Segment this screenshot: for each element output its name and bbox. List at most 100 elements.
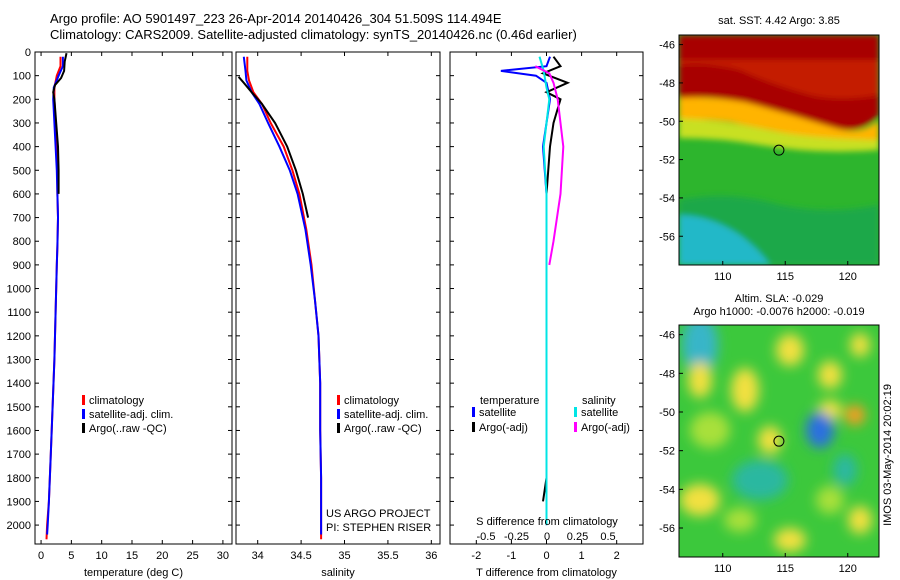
sst-map-ytick-label: -50 bbox=[659, 116, 675, 128]
difference-xtick-label: 1 bbox=[579, 550, 585, 562]
pi-credit: PI: STEPHEN RISER bbox=[326, 522, 431, 534]
salinity-legend-swatch bbox=[337, 395, 340, 405]
difference-legend-label: Argo(-adj) bbox=[479, 422, 528, 434]
profile-title: Argo profile: AO 5901497_223 26-Apr-2014… bbox=[50, 11, 502, 26]
sla-map-ytick-label: -56 bbox=[659, 523, 675, 535]
sla-anomaly-blob bbox=[806, 412, 834, 448]
depth-tick-label: 700 bbox=[13, 213, 31, 225]
depth-tick-label: 400 bbox=[13, 142, 31, 154]
salinity-difference-tick: -0.25 bbox=[504, 531, 529, 543]
salinity-panel: 34 34.5 35 35.5 36 salinity bbox=[235, 51, 441, 579]
difference-legend-label: Argo(-adj) bbox=[581, 422, 630, 434]
temperature-xtick-label: 15 bbox=[126, 550, 138, 562]
salinity-difference-tick: 0.25 bbox=[567, 531, 588, 543]
difference-legend-salinity-title: salinity bbox=[582, 395, 616, 407]
sst-map-profile-marker bbox=[773, 144, 785, 156]
salinity-series-line bbox=[242, 56, 323, 535]
depth-tick-label: 900 bbox=[13, 260, 31, 272]
sla-map-ytick-label: -54 bbox=[659, 484, 675, 496]
depth-tick-label: 100 bbox=[13, 71, 31, 83]
temperature-series-line bbox=[52, 52, 68, 194]
temperature-legend-label: Argo(..raw -QC) bbox=[89, 423, 167, 435]
sst-map-ytick-label: -56 bbox=[659, 231, 675, 243]
difference-panel: -2 -1 0 1 2 T difference from climatology bbox=[449, 51, 644, 579]
sla-anomaly-blob bbox=[774, 528, 806, 552]
depth-tick-label: 1100 bbox=[7, 307, 31, 319]
depth-tick-label: 1600 bbox=[7, 425, 31, 437]
temperature-xlabel: temperature (deg C) bbox=[84, 567, 183, 579]
temperature-xtick-label: 30 bbox=[217, 550, 229, 562]
salinity-series-line bbox=[246, 56, 323, 540]
temperature-legend-swatch bbox=[82, 395, 85, 405]
sla-field-blur bbox=[680, 325, 872, 552]
salinity-xtick-label: 35 bbox=[338, 550, 350, 562]
salinity-difference-tick: -0.5 bbox=[477, 531, 496, 543]
depth-tick-label: 1700 bbox=[7, 449, 31, 461]
sla-map-ytick-label: -50 bbox=[659, 407, 675, 419]
sla-anomaly-blob bbox=[680, 484, 720, 516]
difference-xlabel: T difference from climatology bbox=[476, 567, 617, 579]
sla-map-xtick-label: 120 bbox=[839, 563, 857, 575]
sla-anomaly-blob bbox=[818, 361, 842, 389]
project-credit: US ARGO PROJECT bbox=[326, 508, 431, 520]
salinity-series-line bbox=[237, 76, 310, 218]
temperature-frame bbox=[34, 51, 233, 545]
sla-map-xtick-label: 110 bbox=[714, 563, 732, 575]
sst-map-axes: 110 115 120 -46 -48 -50 -52 -54 -56 bbox=[659, 34, 880, 283]
salinity-xlabel: salinity bbox=[321, 567, 355, 579]
sla-map-title: Altim. SLA: -0.029 bbox=[735, 293, 824, 305]
depth-tick-label: 1800 bbox=[7, 473, 31, 485]
depth-tick-label: 1400 bbox=[7, 378, 31, 390]
temperature-series-line bbox=[45, 56, 62, 540]
difference-series-line bbox=[500, 56, 552, 526]
depth-tick-label: 1300 bbox=[7, 355, 31, 367]
sst-field-blur bbox=[679, 35, 879, 265]
sla-anomaly-blob bbox=[776, 334, 804, 366]
difference-xtick-label: 2 bbox=[614, 550, 620, 562]
depth-tick-label: 1000 bbox=[7, 284, 31, 296]
temperature-legend-label: climatology bbox=[89, 395, 145, 407]
temperature-xtick-label: 10 bbox=[96, 550, 108, 562]
sla-anomaly-blob bbox=[845, 405, 865, 425]
salinity-legend-swatch bbox=[337, 423, 340, 433]
difference-legend-swatch bbox=[574, 422, 577, 432]
temperature-xtick-label: 25 bbox=[186, 550, 198, 562]
temperature-legend-label: satellite-adj. clim. bbox=[89, 409, 173, 421]
sla-anomaly-blob bbox=[724, 508, 756, 532]
temperature-xtick-label: 5 bbox=[68, 550, 74, 562]
sla-map-ytick-label: -46 bbox=[659, 330, 675, 342]
salinity-difference-tick: 0.5 bbox=[600, 531, 615, 543]
temperature-legend-swatch bbox=[82, 423, 85, 433]
depth-tick-label: 0 bbox=[25, 47, 31, 59]
sla-anomaly-blob bbox=[688, 362, 712, 398]
salinity-difference-label: S difference from climatology bbox=[476, 516, 618, 528]
depth-tick-label: 800 bbox=[13, 236, 31, 248]
depth-tick-label: 1200 bbox=[7, 331, 31, 343]
depth-tick-label: 500 bbox=[13, 165, 31, 177]
salinity-difference-tick: 0 bbox=[544, 531, 550, 543]
difference-legend-swatch bbox=[472, 407, 475, 417]
timestamp-label: IMOS 03-May-2014 20:02:19 bbox=[882, 384, 894, 526]
sst-warm-core bbox=[679, 60, 879, 99]
salinity-xtick-label: 34.5 bbox=[290, 550, 311, 562]
difference-legend-label: satellite bbox=[581, 407, 618, 419]
temperature-legend-swatch bbox=[82, 409, 85, 419]
sla-anomaly-blob bbox=[690, 412, 730, 448]
sla-map-profile-marker bbox=[773, 435, 785, 447]
sla-map-frame bbox=[678, 324, 880, 558]
temperature-panel: 0 5 10 15 20 25 300100200300400500600700800900… bbox=[7, 47, 233, 579]
sst-map-xtick-label: 120 bbox=[839, 271, 857, 283]
depth-tick-label: 2000 bbox=[7, 520, 31, 532]
difference-xtick-label: -1 bbox=[507, 550, 517, 562]
sst-map-title: sat. SST: 4.42 Argo: 3.85 bbox=[718, 15, 840, 27]
sla-map-subtitle: Argo h1000: -0.0076 h2000: -0.019 bbox=[693, 306, 864, 318]
depth-tick-label: 1500 bbox=[7, 402, 31, 414]
sla-anomaly-blob bbox=[816, 486, 844, 514]
difference-series-line bbox=[538, 56, 551, 526]
climatology-subtitle: Climatology: CARS2009. Satellite-adjuste… bbox=[50, 27, 577, 42]
sst-map-ytick-label: -48 bbox=[659, 78, 675, 90]
salinity-frame bbox=[235, 51, 441, 545]
depth-tick-label: 300 bbox=[13, 118, 31, 130]
sla-anomaly-blob bbox=[731, 368, 759, 412]
